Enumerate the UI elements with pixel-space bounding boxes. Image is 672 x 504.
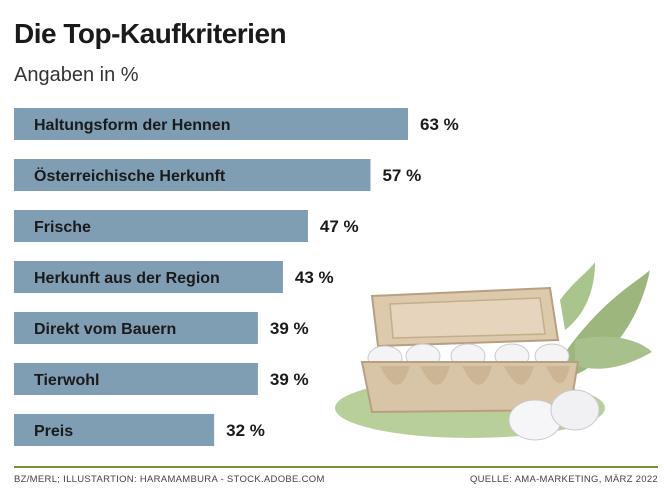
bar-value-label: 39 % — [270, 370, 309, 389]
bar-category-label: Direkt vom Bauern — [34, 321, 176, 338]
bar-5 — [14, 312, 258, 344]
bar-3 — [14, 210, 308, 242]
bar-6 — [14, 363, 258, 395]
bar-value-label: 39 % — [270, 319, 309, 338]
bar-4 — [14, 261, 283, 293]
bar-7 — [14, 414, 215, 446]
bar-category-label: Tierwohl — [34, 372, 100, 389]
bar-value-label: 57 % — [382, 166, 421, 185]
egg-carton-icon — [335, 262, 652, 441]
bar-1 — [14, 108, 408, 140]
bar-chart: Haltungsform der Hennen 63 % Österreichisc… — [14, 108, 652, 446]
chart-subtitle: Angaben in % — [14, 64, 139, 86]
chart-title: Die Top-Kaufkriterien — [14, 18, 287, 49]
footer-source: Quelle: AMA-Marketing, März 2022 — [469, 474, 658, 485]
bar-value-label: 47 % — [320, 217, 359, 236]
bar-category-label: Haltungsform der Hennen — [34, 117, 230, 134]
bar-category-label: Österreichische Herkunft — [34, 166, 226, 185]
footer-credit: BZ/Merl; Illustartion: Haramambura - sto… — [14, 474, 325, 485]
bar-value-label: 43 % — [295, 268, 334, 287]
bar-value-label: 63 % — [420, 115, 459, 134]
footer-rule — [14, 466, 658, 468]
bar-category-label: Preis — [34, 423, 73, 440]
bar-2 — [14, 159, 371, 191]
bar-value-label: 32 % — [226, 421, 265, 440]
bar-category-label: Herkunft aus der Region — [34, 270, 220, 287]
bar-category-label: Frische — [34, 219, 91, 236]
